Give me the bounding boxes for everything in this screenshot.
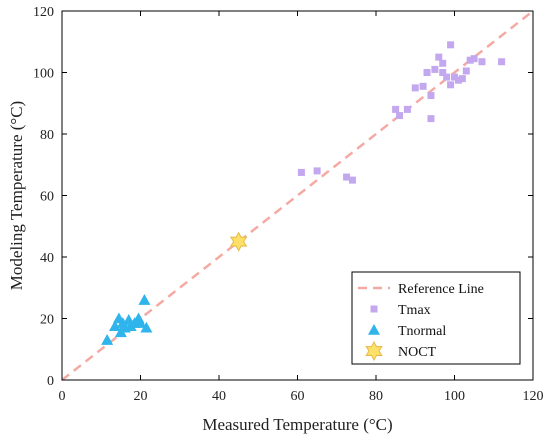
data-point-tmax xyxy=(392,105,400,113)
data-marks xyxy=(61,10,534,381)
x-tick-label: 120 xyxy=(523,389,544,404)
legend: Reference Line Tmax Tnormal NOCT xyxy=(351,271,521,365)
legend-label-noct: NOCT xyxy=(398,345,437,360)
data-point-tmax xyxy=(447,41,455,49)
x-axis: 0 20 40 60 80 100 120 xyxy=(59,11,544,404)
x-tick-label: 40 xyxy=(212,389,226,404)
x-axis-title: Measured Temperature (°C) xyxy=(202,415,392,434)
data-point-tnormal xyxy=(140,321,153,333)
y-tick-label: 60 xyxy=(40,190,54,205)
data-point-tmax xyxy=(348,176,356,184)
data-point-tnormal xyxy=(108,320,121,331)
y-tick-label: 80 xyxy=(40,128,54,143)
series-tnormal xyxy=(101,294,153,345)
legend-marker-noct xyxy=(365,340,383,362)
data-point-tnormal xyxy=(138,294,151,305)
data-point-tmax xyxy=(427,115,435,123)
legend-marker-tnormal xyxy=(368,324,380,335)
y-tick-label: 20 xyxy=(40,313,54,328)
data-point-tmax xyxy=(498,58,506,66)
data-point-tmax xyxy=(458,75,466,83)
data-point-tmax xyxy=(443,73,451,81)
data-point-tmax xyxy=(454,76,462,84)
data-point-tmax xyxy=(439,69,447,76)
y-tick-label: 100 xyxy=(33,67,54,82)
data-point-tmax xyxy=(431,65,439,73)
data-point-tmax xyxy=(435,53,443,61)
data-point-tmax xyxy=(478,58,486,66)
data-point-tmax xyxy=(411,84,419,92)
data-point-tmax xyxy=(427,92,435,100)
data-point-tmax xyxy=(466,56,474,64)
x-tick-label: 0 xyxy=(59,389,66,404)
legend-label-reference-line: Reference Line xyxy=(398,282,484,297)
x-tick-label: 60 xyxy=(291,389,305,404)
y-axis-title: Modeling Temperature (°C) xyxy=(7,101,26,290)
data-point-tmax xyxy=(451,73,458,81)
legend-series-entries: Tmax Tnormal NOCT xyxy=(365,303,446,362)
data-point-tmax xyxy=(396,112,404,120)
y-tick-label: 0 xyxy=(47,374,54,389)
legend-label-tnormal: Tnormal xyxy=(398,324,446,339)
x-tick-label: 20 xyxy=(134,389,148,404)
data-point-tnormal xyxy=(134,317,147,328)
y-tick-label: 120 xyxy=(33,5,54,20)
y-tick-label: 40 xyxy=(40,251,54,266)
data-point-tmax xyxy=(423,69,431,76)
data-point-tmax xyxy=(343,173,351,181)
series-tmax xyxy=(297,41,506,184)
data-point-tmax xyxy=(470,55,478,63)
series-noct xyxy=(229,231,248,252)
data-point-noct xyxy=(229,231,248,252)
y-axis: 0 20 40 60 80 100 120 xyxy=(33,5,533,389)
data-point-tnormal xyxy=(101,334,114,345)
data-point-tmax xyxy=(297,168,305,176)
data-point-tmax xyxy=(439,59,447,67)
legend-marker-tmax xyxy=(370,305,378,313)
data-point-tmax xyxy=(313,167,321,175)
reference-line xyxy=(61,10,534,381)
data-point-tmax xyxy=(403,105,411,113)
data-point-tmax xyxy=(447,81,455,89)
data-point-tmax xyxy=(462,67,470,75)
x-tick-label: 100 xyxy=(444,389,465,404)
legend-label-tmax: Tmax xyxy=(398,303,431,318)
data-point-tmax xyxy=(419,82,427,90)
x-tick-label: 80 xyxy=(369,389,383,404)
